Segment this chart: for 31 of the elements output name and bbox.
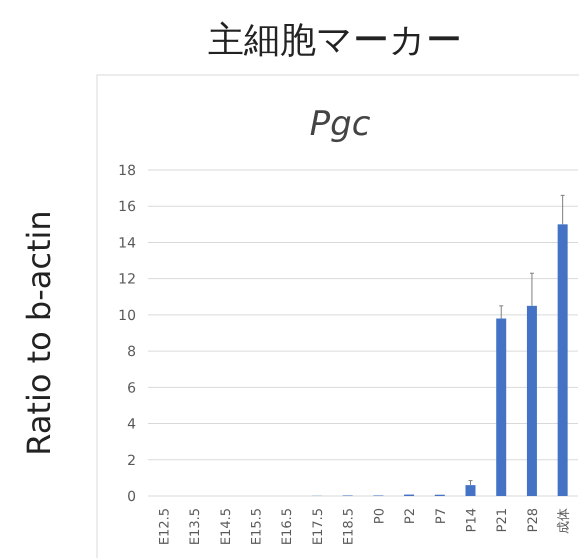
x-tick-label: E14.5 <box>218 508 234 546</box>
y-tick-label: 10 <box>118 308 136 324</box>
y-tick-label: 6 <box>127 380 136 396</box>
y-tick-label: 0 <box>127 489 136 505</box>
x-tick-label: 成体 <box>556 508 572 534</box>
y-tick-label: 2 <box>127 452 136 469</box>
x-tick-label: P0 <box>372 508 388 524</box>
chart-title: 主細胞マーカー <box>208 20 462 61</box>
y-tick-label: 18 <box>118 163 136 179</box>
bar <box>526 306 537 496</box>
bar <box>466 485 476 496</box>
y-tick-label: 4 <box>127 416 136 433</box>
y-tick-label: 14 <box>118 235 136 252</box>
bar <box>496 318 506 496</box>
x-tick-label: E17.5 <box>310 508 326 546</box>
x-tick-label: E15.5 <box>250 508 264 546</box>
chart-subtitle: Pgc <box>310 104 371 144</box>
x-tick-label: E16.5 <box>280 508 296 546</box>
y-tick-label: 16 <box>118 199 136 216</box>
x-tick-label: E12.5 <box>157 508 172 546</box>
x-tick-label: P7 <box>434 508 449 524</box>
x-tick-label: P2 <box>403 508 418 524</box>
x-tick-label: P28 <box>526 508 541 532</box>
bar <box>558 224 568 496</box>
y-axis-title: Ratio to b-actin <box>20 210 58 456</box>
x-tick-label: P14 <box>464 508 480 532</box>
x-tick-label: P21 <box>495 508 510 532</box>
y-tick-label: 8 <box>127 344 136 360</box>
y-tick-label: 12 <box>118 272 136 288</box>
x-tick-label: E18.5 <box>342 508 357 546</box>
x-tick-label: E13.5 <box>188 508 204 546</box>
